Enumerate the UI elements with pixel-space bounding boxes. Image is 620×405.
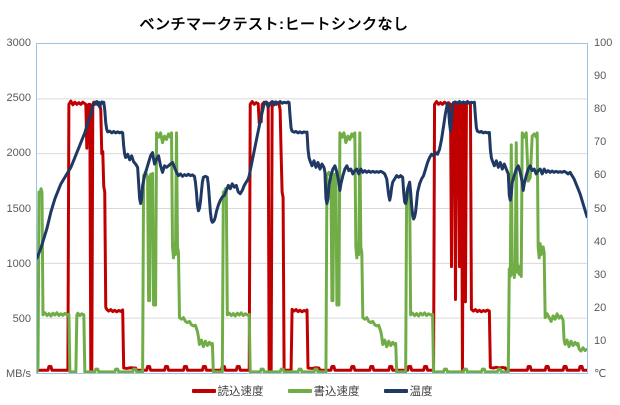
legend-label-write-speed: 書込速度 (313, 386, 360, 398)
plot-area (36, 43, 588, 374)
legend-item-read-speed: 読込速度 (191, 383, 264, 399)
y-axis-tick-right: 90 (594, 70, 607, 82)
legend-label-temperature: 温度 (409, 386, 433, 398)
y-axis-tick-left: 1000 (6, 258, 31, 270)
y-axis-tick-right: 100 (594, 37, 613, 49)
y-axis-tick-right: 50 (594, 203, 607, 215)
legend-swatch-read-speed-icon (191, 389, 216, 393)
legend-swatch-write-speed-icon (287, 389, 312, 393)
legend: 読込速度 書込速度 温度 (36, 383, 588, 399)
legend-item-temperature: 温度 (383, 383, 433, 399)
y-axis-unit-right: ℃ (594, 368, 607, 380)
y-axis-tick-right: 20 (594, 302, 607, 314)
y-axis-tick-left: 1500 (6, 203, 31, 215)
chart-title: ベンチマークテスト:ヒートシンクなし (139, 16, 409, 33)
y-axis-tick-right: 60 (594, 169, 607, 181)
y-axis-unit-left: MB/s (5, 368, 31, 380)
y-axis-tick-left: 500 (12, 313, 31, 325)
series-temperature-line (37, 100, 587, 260)
y-axis-tick-right: 80 (594, 103, 607, 115)
y-axis-tick-left: 2000 (6, 147, 31, 159)
y-axis-tick-left: 2500 (6, 92, 31, 104)
y-axis-tick-right: 70 (594, 136, 607, 148)
legend-item-write-speed: 書込速度 (287, 383, 360, 399)
y-axis-tick-right: 30 (594, 269, 607, 281)
y-axis-tick-right: 40 (594, 236, 607, 248)
y-axis-tick-left: 3000 (6, 37, 31, 49)
series-write-speed-line (37, 131, 587, 373)
y-axis-tick-right: 10 (594, 335, 607, 347)
series-read-speed-line (37, 99, 587, 373)
plot-svg (37, 98, 587, 373)
legend-swatch-temperature-icon (383, 389, 408, 393)
legend-label-read-speed: 読込速度 (217, 386, 264, 398)
